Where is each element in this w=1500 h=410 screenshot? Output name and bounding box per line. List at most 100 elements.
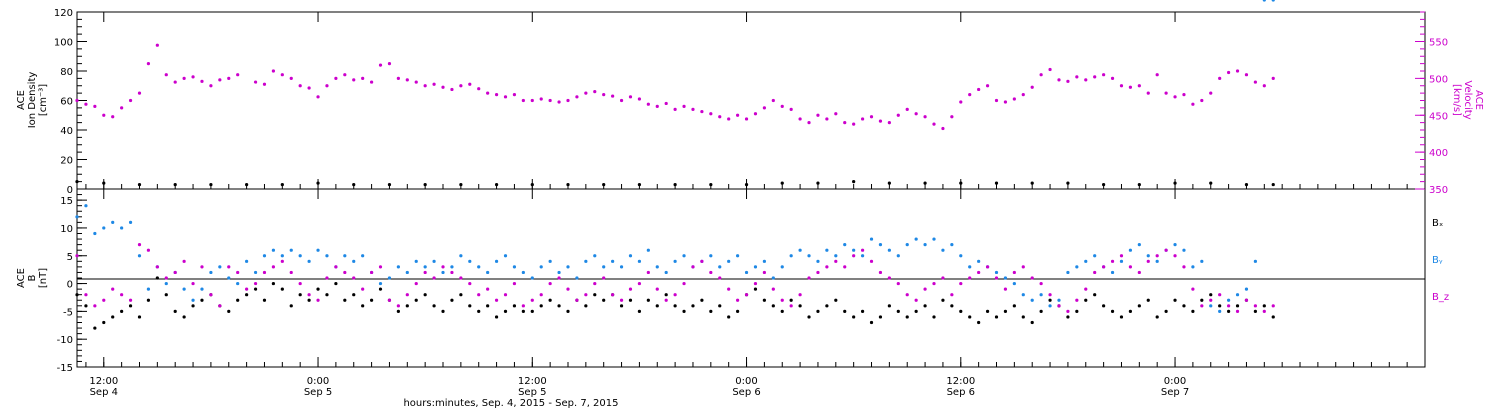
bz-point (1253, 304, 1257, 308)
by-point (1262, 0, 1266, 2)
by-point (75, 215, 79, 219)
bz-point (896, 281, 900, 286)
velocity-point (1093, 75, 1097, 79)
bx-point (503, 309, 508, 313)
bz-point (718, 276, 722, 280)
velocity-point (959, 100, 963, 104)
by-point (468, 259, 472, 263)
bz-point (548, 281, 552, 286)
velocity-point (789, 107, 793, 111)
bz-point (932, 281, 936, 286)
by-point (736, 254, 740, 258)
by-point (771, 276, 775, 280)
by-point (566, 265, 570, 269)
by-point (1119, 259, 1124, 263)
bx-point (637, 309, 642, 313)
bx-point (468, 304, 472, 308)
bx-point (985, 309, 990, 313)
bottom-panel-points (75, 0, 1275, 330)
by-point (682, 254, 686, 258)
density-point (709, 182, 713, 187)
bx-point (977, 320, 981, 325)
by-point (950, 243, 954, 247)
by-point (1039, 293, 1043, 297)
by-point (137, 254, 142, 258)
velocity-point (459, 84, 463, 88)
bz-point (75, 254, 79, 258)
bz-point (807, 276, 811, 280)
by-point (405, 270, 409, 275)
bz-point (771, 287, 775, 291)
velocity-point (1271, 76, 1275, 80)
by-point (361, 254, 365, 258)
bx-point (146, 298, 151, 302)
bx-point (423, 293, 427, 297)
bz-point (1155, 254, 1159, 258)
top-left-axis-title-line1: ACE (16, 90, 27, 110)
bz-point (789, 304, 793, 308)
velocity-point (84, 102, 88, 106)
by-point (450, 265, 454, 269)
velocity-point (378, 63, 383, 67)
bx-point (1110, 309, 1115, 313)
by-point (521, 270, 525, 275)
velocity-point (878, 119, 883, 123)
bz-point (1110, 259, 1115, 263)
velocity-point (923, 115, 927, 119)
velocity-point (218, 78, 222, 82)
by-point (289, 248, 293, 252)
by-point (253, 270, 258, 275)
bx-point (905, 315, 909, 319)
x-tick-time-label: 0:00 (735, 376, 757, 387)
bz-point (709, 270, 713, 275)
bx-point (1200, 298, 1204, 302)
bx-point (1021, 315, 1025, 319)
by-point (1191, 265, 1195, 269)
by-point (762, 259, 766, 263)
bz-point (994, 276, 999, 280)
velocity-point (700, 109, 704, 114)
bx-point (459, 293, 463, 297)
bx-point (736, 309, 740, 313)
bz-point (744, 293, 749, 297)
velocity-point (619, 98, 624, 103)
by-point (959, 254, 963, 258)
bz-point (209, 293, 213, 297)
velocity-point (423, 84, 427, 88)
bz-point (1164, 248, 1168, 252)
by-point (593, 254, 597, 258)
velocity-point (1182, 93, 1186, 97)
density-point (1102, 182, 1106, 187)
density-point (75, 180, 79, 184)
bx-point (343, 298, 347, 302)
velocity-point (396, 76, 400, 80)
bz-point (450, 270, 454, 275)
by-point (1137, 243, 1141, 247)
velocity-point (1218, 76, 1222, 80)
by-point (825, 248, 829, 252)
bz-point (93, 304, 97, 308)
velocity-point (718, 115, 722, 119)
bx-point (860, 309, 865, 313)
bx-point (887, 304, 891, 308)
velocity-point (914, 112, 918, 116)
velocity-point (628, 95, 633, 99)
velocity-point (691, 107, 695, 111)
top-left-tick-label: 0 (67, 185, 73, 196)
bx-point (307, 298, 311, 302)
bz-point (477, 293, 481, 297)
velocity-point (441, 85, 445, 89)
velocity-point (655, 104, 659, 108)
bx-point (1182, 304, 1186, 308)
velocity-point (1048, 67, 1052, 72)
by-point (1146, 254, 1150, 258)
bz-point (1191, 287, 1195, 291)
bz-point (985, 265, 990, 269)
top-right-tick-label: 500 (1429, 74, 1448, 85)
bx-point (486, 304, 490, 308)
bx-point (843, 309, 847, 313)
by-point (512, 265, 517, 269)
bz-point (1218, 293, 1222, 297)
